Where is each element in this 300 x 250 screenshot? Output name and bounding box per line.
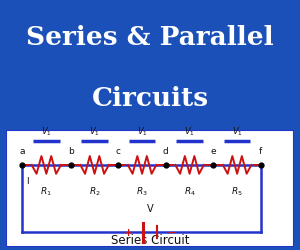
Text: V: V (147, 204, 153, 214)
Text: $V_1$: $V_1$ (232, 124, 242, 137)
Text: $R_1$: $R_1$ (40, 185, 52, 198)
Text: $R_5$: $R_5$ (231, 185, 243, 198)
Text: $V_1$: $V_1$ (137, 124, 148, 137)
Text: −: − (166, 226, 177, 239)
Text: +: + (124, 227, 133, 237)
Text: $V_1$: $V_1$ (184, 124, 195, 137)
FancyBboxPatch shape (6, 130, 294, 248)
Text: Circuits: Circuits (92, 86, 208, 110)
Text: $V_1$: $V_1$ (41, 124, 52, 137)
Text: b: b (68, 147, 74, 156)
Text: a: a (19, 147, 25, 156)
Text: $R_2$: $R_2$ (89, 185, 100, 198)
Text: $R_3$: $R_3$ (136, 185, 148, 198)
Text: e: e (211, 147, 216, 156)
Text: f: f (259, 147, 262, 156)
Text: Series & Parallel: Series & Parallel (26, 25, 274, 50)
Text: c: c (116, 147, 121, 156)
Text: $V_1$: $V_1$ (89, 124, 100, 137)
Text: I: I (26, 176, 29, 185)
Text: Series Circuit: Series Circuit (111, 234, 189, 246)
Text: d: d (163, 147, 169, 156)
Text: $R_4$: $R_4$ (184, 185, 196, 198)
